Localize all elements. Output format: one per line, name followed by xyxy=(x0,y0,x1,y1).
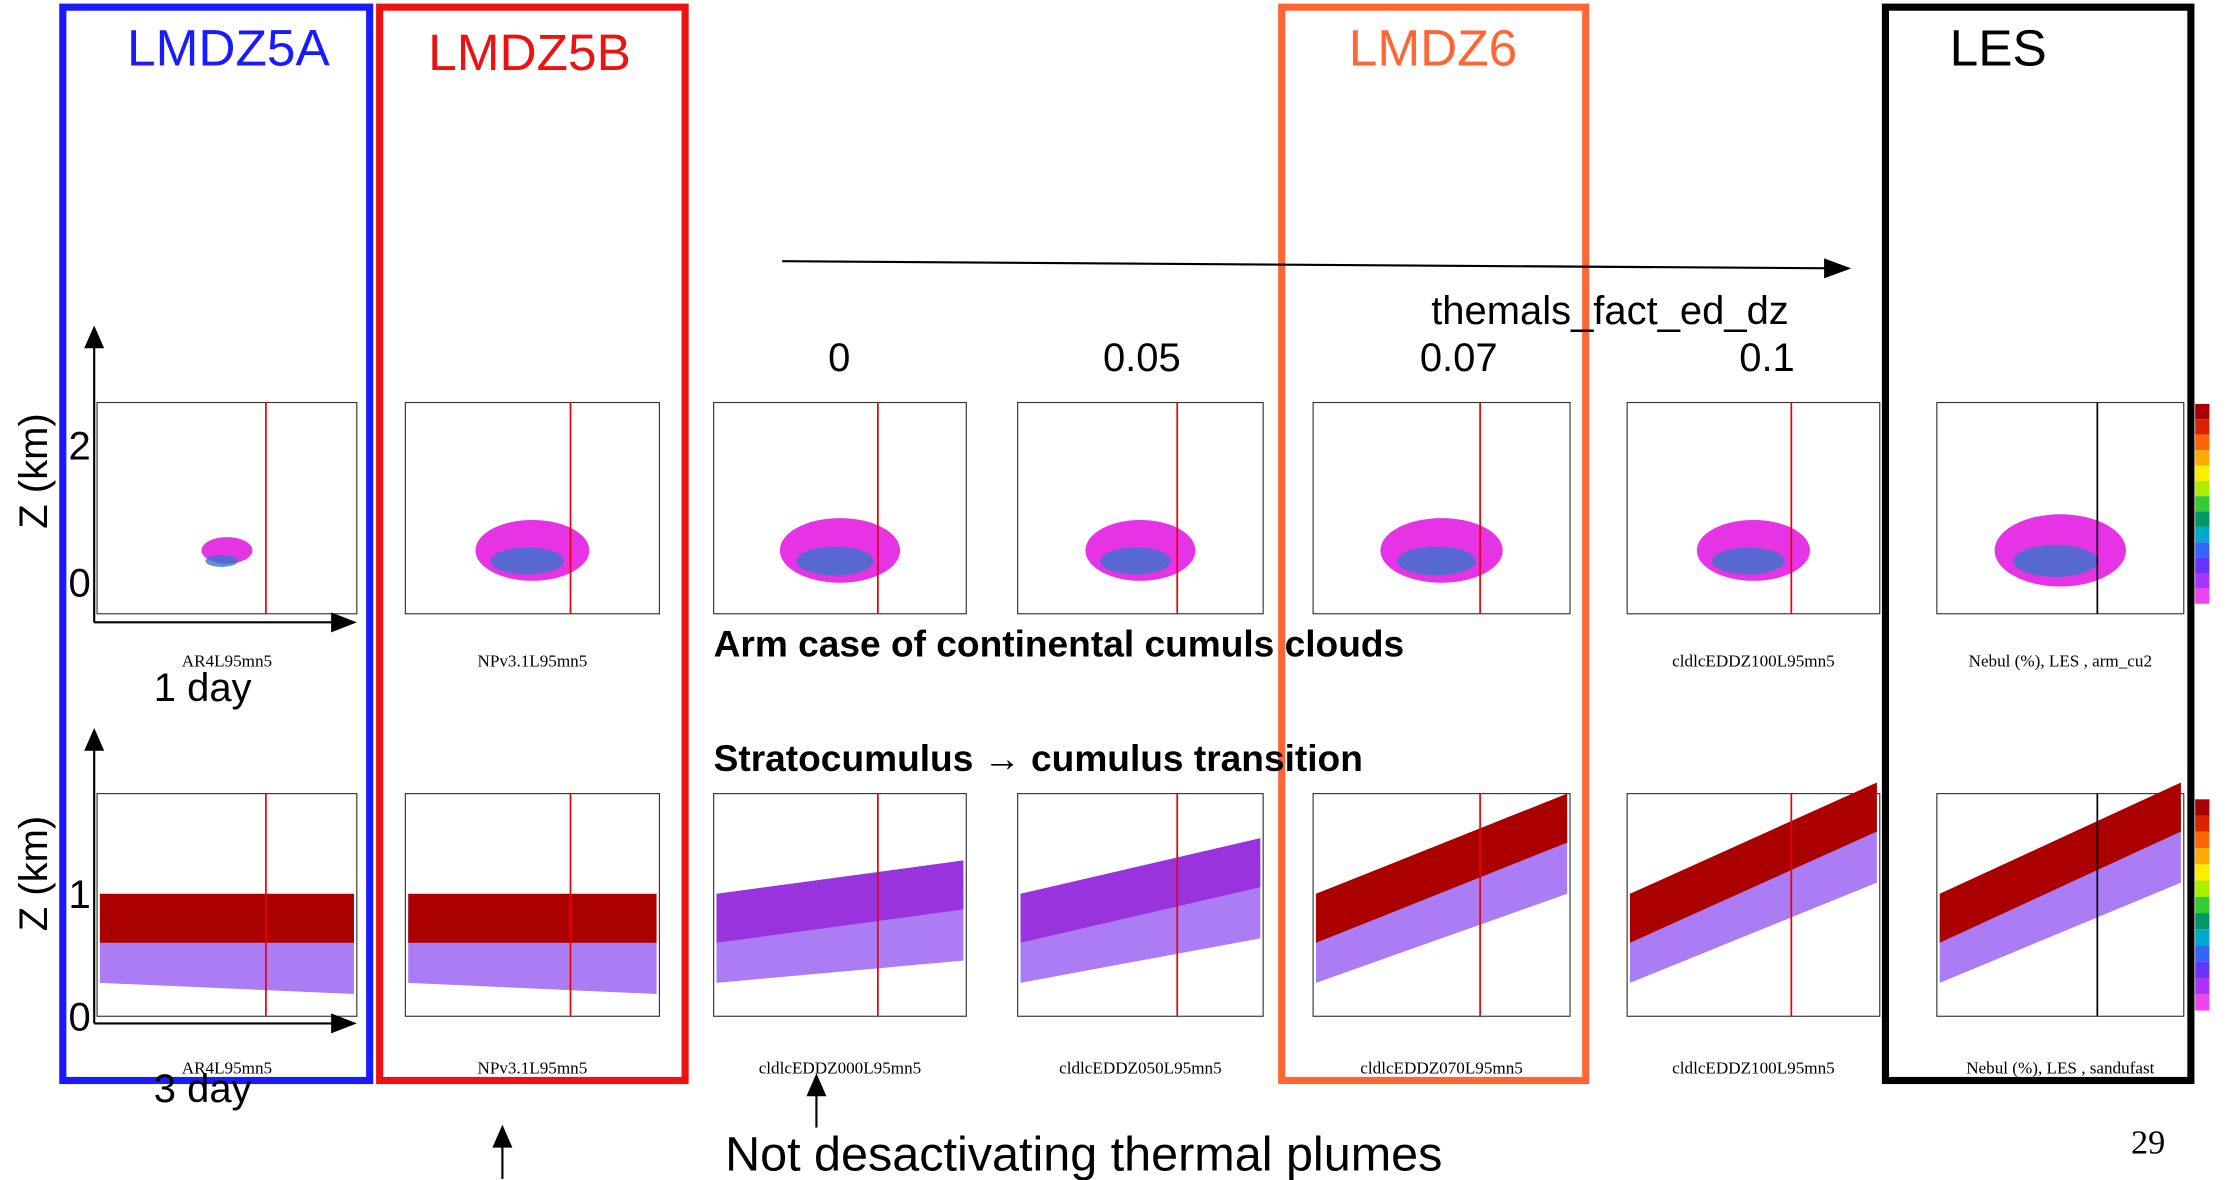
axis-label: Z (km) xyxy=(12,413,56,528)
column-box xyxy=(59,3,374,1085)
colour-scale xyxy=(2195,511,2210,527)
colour-scale xyxy=(2195,465,2210,481)
row-title: Stratocumulus → cumulus transition xyxy=(714,737,1363,779)
cloud-core xyxy=(1397,546,1476,576)
colour-scale xyxy=(2195,542,2210,558)
colour-scale xyxy=(2195,978,2210,995)
panel-caption: Nebul (%), LES , sandufast xyxy=(1966,1058,2154,1077)
plot-frame xyxy=(1626,401,1881,615)
colour-scale xyxy=(2195,896,2210,914)
arrow-head xyxy=(806,1073,827,1097)
arrow-head xyxy=(331,1013,357,1034)
axis-tick: 1 xyxy=(69,873,91,917)
colour-scale xyxy=(2195,480,2210,497)
axis-tick: 0 xyxy=(69,996,91,1040)
cloud-core xyxy=(1629,782,1877,943)
cloud-core xyxy=(796,546,874,576)
panel-caption: cldlcEDDZ050L95mn5 xyxy=(1059,1058,1222,1077)
cloud-core xyxy=(1939,782,2181,943)
colour-scale xyxy=(2195,557,2210,574)
arrow xyxy=(782,260,1835,270)
axis-label: Z (km) xyxy=(12,816,56,931)
arrow-head xyxy=(1824,258,1852,279)
column-box xyxy=(376,3,689,1085)
colour-scale xyxy=(2195,848,2210,865)
duration: 1 day xyxy=(154,666,252,710)
column-box xyxy=(1881,3,2195,1085)
arrow-head xyxy=(492,1124,513,1148)
cloud-core xyxy=(490,547,564,575)
colour-scale xyxy=(2195,945,2210,962)
parameter-name: themals_fact_ed_dz xyxy=(1431,289,1789,333)
footer-note: Not desactivating thermal plumes xyxy=(725,1127,1442,1180)
panel-caption: cldlcEDDZ100L95mn5 xyxy=(1672,1058,1835,1077)
column-label: LMDZ5A xyxy=(127,19,330,77)
column-label: LMDZ5B xyxy=(428,23,631,81)
panel-caption: cldlcEDDZ000L95mn5 xyxy=(759,1058,922,1077)
colour-scale xyxy=(2195,419,2210,435)
panel-caption: AR4L95mn5 xyxy=(182,652,272,671)
cloud-core xyxy=(716,860,964,943)
parameter-value: 0.05 xyxy=(1103,336,1181,380)
column-label: LMDZ6 xyxy=(1349,19,1517,77)
colour-scale xyxy=(2195,994,2210,1011)
colour-scale xyxy=(2195,799,2210,816)
panel-caption: cldlcEDDZ100L95mn5 xyxy=(1672,652,1835,671)
colour-scale xyxy=(2195,913,2210,930)
panel-caption: NPv3.1L95mn5 xyxy=(477,1058,587,1077)
page-number: 29 xyxy=(2131,1123,2165,1161)
colour-scale xyxy=(2195,450,2210,466)
colour-scale xyxy=(2195,573,2210,589)
cloud-core xyxy=(205,555,239,567)
arrow-head xyxy=(84,325,105,349)
column-label: LES xyxy=(1950,19,2047,77)
arrow-head xyxy=(331,612,357,633)
axis-tick: 2 xyxy=(69,425,91,469)
axis-tick: 0 xyxy=(69,562,91,606)
cloud-core xyxy=(1712,547,1785,575)
plots: AR4L95mn5 NPv3.1L95mn5 cldlcEDDZ100L95mn5 N… xyxy=(96,401,2210,1077)
colour-scale xyxy=(2195,496,2210,512)
colour-scale xyxy=(2195,929,2210,946)
plot-frame xyxy=(404,401,660,615)
plot-frame xyxy=(713,401,967,615)
duration: 3 day xyxy=(154,1067,252,1111)
plot-frame xyxy=(1017,401,1264,615)
panel-caption: Nebul (%), LES , arm_cu2 xyxy=(1969,652,2152,671)
plot-frame xyxy=(96,401,358,615)
cloud-core xyxy=(99,893,354,943)
cloud-core xyxy=(1100,547,1171,575)
colour-scale xyxy=(2195,831,2210,849)
panel-caption: NPv3.1L95mn5 xyxy=(477,652,587,671)
colour-scale xyxy=(2195,864,2210,881)
colour-scale xyxy=(2195,526,2210,543)
parameter-value: 0 xyxy=(828,336,850,380)
cloud-core xyxy=(2013,544,2098,578)
arrow-head xyxy=(84,727,105,751)
cloud-core xyxy=(408,893,657,943)
colour-scale xyxy=(2195,961,2210,979)
panel-caption: cldlcEDDZ070L95mn5 xyxy=(1360,1058,1523,1077)
parameter-value: 0.07 xyxy=(1420,336,1498,380)
colour-scale xyxy=(2195,588,2210,604)
cloud-core xyxy=(1315,793,1568,943)
cloud-core xyxy=(1020,838,1261,943)
column-box xyxy=(1278,3,1590,1085)
parameter-value: 0.1 xyxy=(1739,336,1795,380)
colour-scale xyxy=(2195,880,2210,897)
row-title: Arm case of continental cumuls clouds xyxy=(714,623,1405,665)
colour-scale xyxy=(2195,434,2210,451)
panel-caption: AR4L95mn5 xyxy=(182,1058,272,1077)
colour-scale xyxy=(2195,403,2210,420)
colour-scale xyxy=(2195,815,2210,832)
